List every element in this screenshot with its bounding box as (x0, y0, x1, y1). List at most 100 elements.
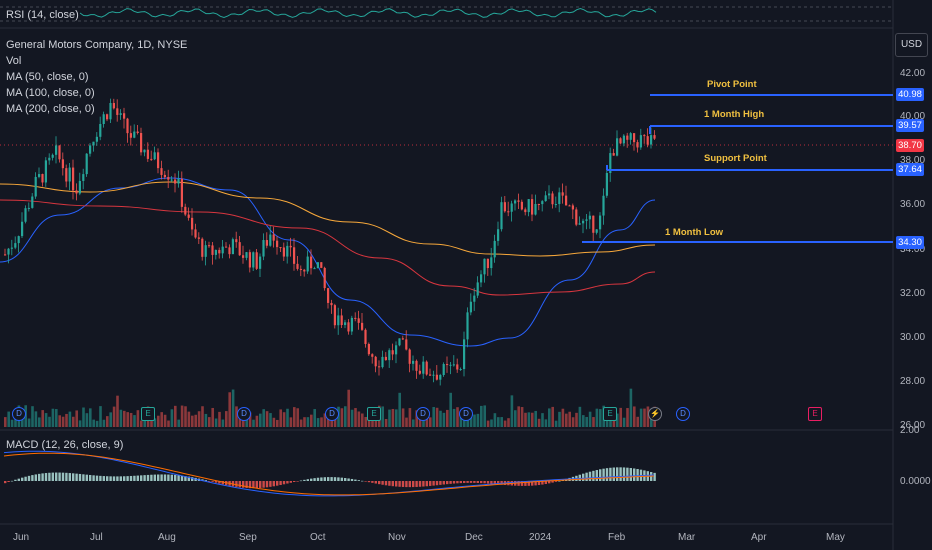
candle-body (286, 245, 289, 257)
macd-histogram-bar (123, 476, 126, 481)
symbol-title[interactable]: General Motors Company, 1D, NYSE (6, 39, 188, 51)
macd-histogram-bar (68, 473, 71, 481)
volume-bar (374, 415, 378, 427)
volume-bar (633, 406, 636, 427)
macd-histogram-bar (480, 481, 483, 484)
ma100-legend[interactable]: MA (100, close, 0) (6, 87, 95, 99)
candle-body (170, 179, 173, 181)
earnings-event-icon[interactable]: E (808, 407, 822, 421)
candle-body (398, 338, 401, 346)
volume-bar (480, 405, 483, 427)
candle-body (350, 317, 353, 332)
volume-legend[interactable]: Vol (6, 55, 22, 67)
volume-bar (435, 407, 439, 427)
ma200-line (0, 199, 656, 296)
candle-body (412, 360, 415, 364)
volume-bar (490, 419, 493, 427)
volume-bar (408, 408, 412, 427)
volume-bar (34, 411, 38, 427)
macd-histogram-bar (483, 481, 486, 484)
volume-bar (75, 410, 78, 427)
macd-histogram-bar (265, 481, 269, 488)
macd-histogram-bar (55, 472, 58, 481)
candle-body (293, 247, 296, 264)
candle-body (415, 360, 418, 371)
dividend-event-icon[interactable]: D (459, 407, 473, 421)
candle-body (129, 133, 132, 138)
volume-bar (61, 416, 65, 427)
macd-histogram-bar (218, 481, 221, 484)
ma200-legend[interactable]: MA (200, close, 0) (6, 103, 95, 115)
candle-body (561, 192, 564, 196)
price-tick: 30.00 (900, 332, 926, 343)
macd-histogram-bar (58, 472, 61, 481)
volume-bar (643, 408, 646, 427)
candle-body (541, 201, 544, 205)
macd-histogram-bar (554, 481, 558, 482)
dividend-event-icon[interactable]: D (237, 407, 251, 421)
candle-body (612, 153, 615, 156)
candle-body (296, 263, 299, 269)
volume-bar (92, 419, 95, 427)
currency-button[interactable]: USD (895, 33, 928, 57)
volume-bar (48, 416, 51, 427)
macd-histogram-bar (361, 480, 364, 482)
ma100-line (0, 181, 656, 257)
rsi-legend[interactable]: RSI (14, close) (6, 9, 79, 21)
month-high-price-tag: 39.57 (896, 119, 924, 132)
macd-histogram-bar (340, 477, 343, 481)
candle-body (174, 179, 177, 184)
volume-bar (153, 418, 157, 427)
volume-bar (316, 418, 320, 427)
ma50-legend[interactable]: MA (50, close, 0) (6, 71, 89, 83)
volume-bar (129, 412, 133, 427)
earnings-event-icon[interactable]: E (603, 407, 617, 421)
macd-histogram-bar (10, 480, 14, 482)
volume-bar (537, 418, 541, 427)
candle-body (629, 133, 632, 140)
volume-bar (371, 418, 374, 427)
macd-histogram-bar (592, 470, 595, 481)
volume-bar (520, 407, 524, 427)
price-grid (0, 0, 894, 550)
volume-bar (24, 405, 27, 427)
macd-histogram-bar (320, 477, 323, 481)
volume-bar (636, 416, 639, 427)
macd-histogram-bar (204, 480, 207, 481)
candle-body (68, 167, 71, 182)
macd-histogram-bar (106, 476, 109, 481)
candle-body (10, 247, 13, 249)
earnings-event-icon[interactable]: E (141, 407, 155, 421)
volume-bar (541, 413, 544, 427)
candle-body (228, 247, 231, 255)
time-tick: May (826, 532, 845, 543)
dividend-event-icon[interactable]: D (12, 407, 26, 421)
dividend-event-icon[interactable]: D (676, 407, 690, 421)
volume-bar (303, 417, 306, 427)
candle-body (109, 103, 112, 120)
split-event-icon[interactable]: ⚡ (648, 407, 662, 421)
candle-body (299, 268, 302, 270)
dividend-event-icon[interactable]: D (325, 407, 339, 421)
volume-bar (143, 418, 146, 427)
candle-body (194, 229, 197, 238)
candle-body (44, 160, 47, 183)
volume-bar (446, 409, 449, 427)
volume-bar (126, 412, 129, 427)
volume-bar (592, 417, 595, 427)
candle-body (364, 329, 367, 344)
macd-histogram-bar (456, 481, 459, 484)
volume-bar (112, 406, 116, 427)
volume-bar (337, 406, 340, 427)
volume-bar (225, 411, 228, 427)
macd-histogram-bar (595, 470, 598, 481)
macd-histogram-bar (544, 481, 547, 485)
earnings-event-icon[interactable]: E (367, 407, 381, 421)
macd-legend[interactable]: MACD (12, 26, close, 9) (6, 439, 124, 451)
level-lines (582, 94, 893, 243)
dividend-event-icon[interactable]: D (416, 407, 430, 421)
volume-bar (306, 417, 310, 427)
volume-bar (575, 412, 578, 427)
macd-histogram-bar (252, 481, 255, 489)
